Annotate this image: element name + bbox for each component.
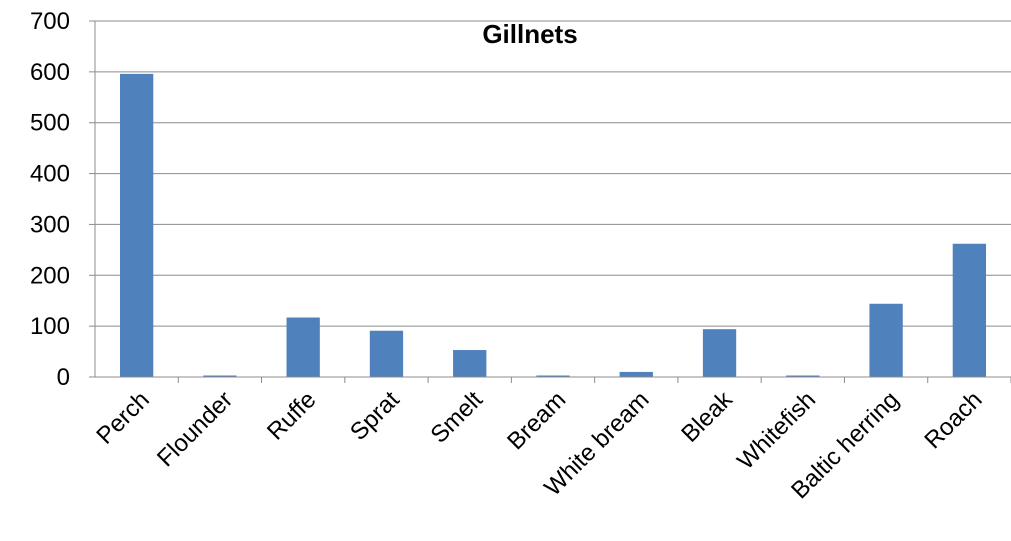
bar xyxy=(952,243,987,377)
axes xyxy=(89,20,1011,383)
x-tick-label: Whitefish xyxy=(732,386,821,475)
y-tick-label: 300 xyxy=(30,211,70,238)
bar xyxy=(119,73,154,378)
y-tick-label: 400 xyxy=(30,161,70,188)
y-tick-label: 0 xyxy=(57,364,70,391)
x-tick-label: Bream xyxy=(502,386,571,455)
bar xyxy=(536,375,570,377)
bar xyxy=(702,329,737,377)
y-tick-labels: 0 100 200 300 400 500 600 700 xyxy=(30,8,70,391)
x-tick-label: Flounder xyxy=(152,386,238,472)
y-tick-label: 600 xyxy=(30,59,70,86)
gridlines xyxy=(95,20,1011,327)
y-tick-label: 500 xyxy=(30,110,70,137)
bar xyxy=(369,330,404,377)
x-tick-label: Roach xyxy=(919,386,987,454)
bar xyxy=(869,303,903,377)
y-tick-label: 700 xyxy=(30,8,70,35)
bar xyxy=(453,350,487,377)
bar xyxy=(286,317,320,377)
bar xyxy=(203,375,237,377)
bar xyxy=(786,375,820,377)
bar xyxy=(619,371,653,377)
x-tick-label: Perch xyxy=(91,386,154,449)
x-tick-label: Bleak xyxy=(676,385,738,447)
bars xyxy=(119,73,987,378)
x-tick-label: Sprat xyxy=(345,386,405,446)
x-tick-label: Smelt xyxy=(425,386,488,449)
y-tick-label: 200 xyxy=(30,262,70,289)
x-tick-label: Ruffe xyxy=(262,386,321,445)
chart-title: Gillnets xyxy=(482,19,577,49)
y-tick-label: 100 xyxy=(30,313,70,340)
